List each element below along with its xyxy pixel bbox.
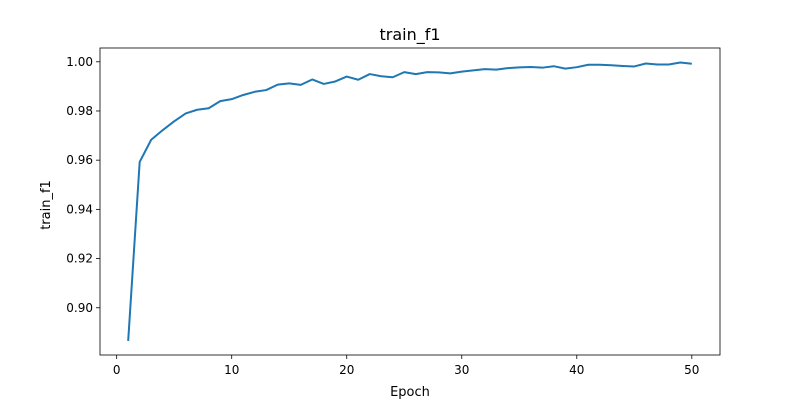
series-line: [127, 61, 692, 342]
x-tick-label: 20: [339, 363, 354, 377]
x-tick-label: 0: [113, 363, 121, 377]
series-group: [127, 61, 692, 342]
x-tick-label: 40: [569, 363, 584, 377]
y-tick-label: 0.90: [66, 301, 93, 315]
chart-title: train_f1: [379, 25, 440, 45]
x-tick-label: 50: [684, 363, 699, 377]
y-tick-label: 1.00: [66, 55, 93, 69]
y-tick-label: 0.98: [66, 104, 93, 118]
y-tick-label: 0.94: [66, 202, 93, 216]
y-axis-ticks: 0.90 0.92 0.94 0.96 0.98 1.00: [66, 55, 100, 315]
x-axis-label: Epoch: [390, 385, 430, 400]
y-tick-label: 0.96: [66, 153, 93, 167]
y-axis-label: train_f1: [39, 180, 54, 230]
y-tick-label: 0.92: [66, 252, 93, 266]
plot-frame: [99, 47, 721, 356]
x-tick-label: 10: [224, 363, 239, 377]
x-tick-label: 30: [454, 363, 469, 377]
x-axis-ticks: 0 10 20 30 40 50: [113, 355, 699, 377]
